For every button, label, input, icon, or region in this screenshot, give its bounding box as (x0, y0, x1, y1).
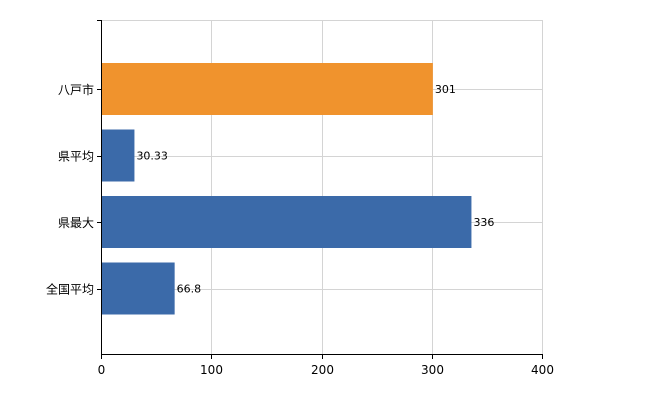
bar-2 (101, 196, 472, 248)
data-label-1: 30.33 (136, 150, 168, 163)
x-tick-label-2: 200 (311, 363, 334, 377)
x-tick-label-3: 300 (421, 363, 444, 377)
category-label-3: 全国平均 (46, 282, 94, 297)
category-label-0: 八戸市 (58, 82, 94, 97)
category-label-2: 県最大 (58, 216, 94, 230)
bar-layer (101, 63, 472, 315)
bar-3 (101, 262, 175, 315)
bar-0 (101, 63, 433, 115)
x-tick-label-0: 0 (98, 363, 106, 377)
data-label-3: 66.8 (177, 283, 202, 296)
category-label-1: 県平均 (58, 150, 94, 164)
data-label-0: 301 (435, 83, 456, 96)
x-tick-label-4: 400 (531, 363, 554, 377)
x-tick-label-1: 100 (200, 363, 223, 377)
data-label-2: 336 (473, 216, 494, 229)
bar-1 (101, 129, 135, 182)
axis-layer (97, 20, 543, 359)
